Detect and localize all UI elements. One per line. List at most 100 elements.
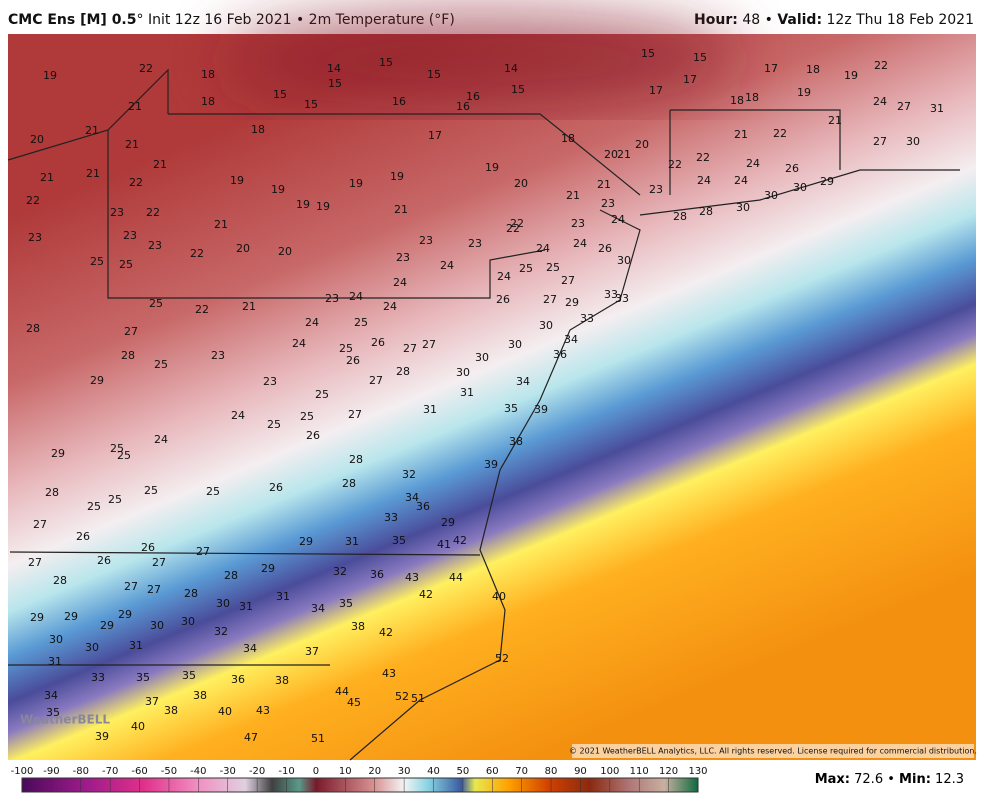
temperature-label: 30 xyxy=(150,619,164,632)
temperature-label: 24 xyxy=(611,213,625,226)
temperature-label: 27 xyxy=(543,293,557,306)
temperature-label: 21 xyxy=(40,171,54,184)
temperature-label: 42 xyxy=(453,534,467,547)
temperature-label: 34 xyxy=(516,375,530,388)
temperature-label: 38 xyxy=(193,689,207,702)
temperature-label: 17 xyxy=(428,129,442,142)
temperature-label: 24 xyxy=(873,95,887,108)
temperature-label: 30 xyxy=(539,319,553,332)
model: CMC Ens [M] 0.5 xyxy=(8,12,137,28)
temperature-label: 23 xyxy=(28,231,42,244)
colorbar-tick-label: 20 xyxy=(368,766,381,777)
min-label: Min: xyxy=(899,772,931,787)
temperature-label: 44 xyxy=(449,571,463,584)
temperature-label: 22 xyxy=(668,158,682,171)
temperature-label: 24 xyxy=(154,433,168,446)
temperature-label: 26 xyxy=(598,242,612,255)
temperature-label: 24 xyxy=(393,276,407,289)
temperature-label: 23 xyxy=(419,234,433,247)
temperature-label: 23 xyxy=(601,197,615,210)
temperature-label: 34 xyxy=(243,642,257,655)
temperature-label: 27 xyxy=(422,338,436,351)
temperature-label: 22 xyxy=(26,194,40,207)
temperature-label: 22 xyxy=(510,217,524,230)
temperature-label: 29 xyxy=(299,535,313,548)
boundaries xyxy=(7,68,960,761)
temperature-label: 15 xyxy=(693,51,707,64)
temperature-label: 22 xyxy=(190,247,204,260)
temperature-label: 29 xyxy=(261,562,275,575)
temperature-label: 14 xyxy=(327,62,341,75)
temperature-label: 21 xyxy=(214,218,228,231)
temperature-label: 42 xyxy=(379,626,393,639)
temperature-label: 33 xyxy=(91,671,105,684)
valid-time: Hour: 48 • Valid: 12z Thu 18 Feb 2021 xyxy=(694,12,974,28)
temperature-label: 28 xyxy=(673,210,687,223)
temperature-label: 47 xyxy=(244,731,258,744)
temperature-label: 33 xyxy=(580,312,594,325)
temperature-label: 25 xyxy=(108,493,122,506)
colorbar-tick-label: -30 xyxy=(220,766,236,777)
temperature-label: 40 xyxy=(131,720,145,733)
temperature-label: 30 xyxy=(216,597,230,610)
temperature-label: 27 xyxy=(369,374,383,387)
temperature-label: 19 xyxy=(43,69,57,82)
temperature-label: 25 xyxy=(206,485,220,498)
colorbar-tick-label: 80 xyxy=(545,766,558,777)
temperature-label: 21 xyxy=(125,138,139,151)
valid-label: Valid: xyxy=(777,12,823,28)
temperature-label: 30 xyxy=(49,633,63,646)
temperature-label: 26 xyxy=(306,429,320,442)
temperature-label: 37 xyxy=(305,645,319,658)
temperature-label: 25 xyxy=(87,500,101,513)
colorbar-tick-label: -20 xyxy=(249,766,265,777)
sep: • xyxy=(764,12,773,28)
temperature-label: 20 xyxy=(236,242,250,255)
hour: 48 xyxy=(742,12,761,28)
temperature-label: 51 xyxy=(311,732,325,745)
temperature-label: 52 xyxy=(395,690,409,703)
temperature-label: 38 xyxy=(509,435,523,448)
temperature-label: 39 xyxy=(95,730,109,743)
temperature-label: 27 xyxy=(33,518,47,531)
temperature-label: 18 xyxy=(201,68,215,81)
temperature-label: 22 xyxy=(195,303,209,316)
temperature-label: 28 xyxy=(699,205,713,218)
temperature-label: 21 xyxy=(566,189,580,202)
temperature-label: 25 xyxy=(519,262,533,275)
temperature-label: 30 xyxy=(764,189,778,202)
temperature-label: 40 xyxy=(492,590,506,603)
temperature-label: 34 xyxy=(564,333,578,346)
temperature-label: 41 xyxy=(437,538,451,551)
temperature-label: 43 xyxy=(405,571,419,584)
temperature-label: 19 xyxy=(349,177,363,190)
temperature-label: 31 xyxy=(276,590,290,603)
temperature-label: 24 xyxy=(573,237,587,250)
colorbar-tick-label: -80 xyxy=(73,766,89,777)
temperature-label: 24 xyxy=(440,259,454,272)
temperature-label: 21 xyxy=(734,128,748,141)
temperature-label: 21 xyxy=(617,148,631,161)
colorbar xyxy=(21,777,699,793)
temperature-label: 27 xyxy=(152,556,166,569)
colorbar-tick-label: 10 xyxy=(339,766,352,777)
temperature-label: 17 xyxy=(764,62,778,75)
colorbar-tick-label: 110 xyxy=(630,766,649,777)
copyright-bg xyxy=(572,744,974,758)
temperature-label: 38 xyxy=(275,674,289,687)
temperature-label: 17 xyxy=(683,73,697,86)
temperature-label: 32 xyxy=(402,468,416,481)
temperature-label: 25 xyxy=(90,255,104,268)
temperature-label: 27 xyxy=(28,556,42,569)
temperature-label: 16 xyxy=(456,100,470,113)
temperature-label: 31 xyxy=(239,600,253,613)
copyright: © 2021 WeatherBELL Analytics, LLC. All r… xyxy=(569,747,977,756)
colorbar-tick-label: 70 xyxy=(515,766,528,777)
temperature-label: 24 xyxy=(349,290,363,303)
footer: Max: 72.6 • Min: 12.3 xyxy=(815,772,964,787)
temperature-label: 29 xyxy=(565,296,579,309)
temperature-label: 44 xyxy=(335,685,349,698)
temperature-label: 16 xyxy=(466,90,480,103)
temperature-label: 29 xyxy=(51,447,65,460)
